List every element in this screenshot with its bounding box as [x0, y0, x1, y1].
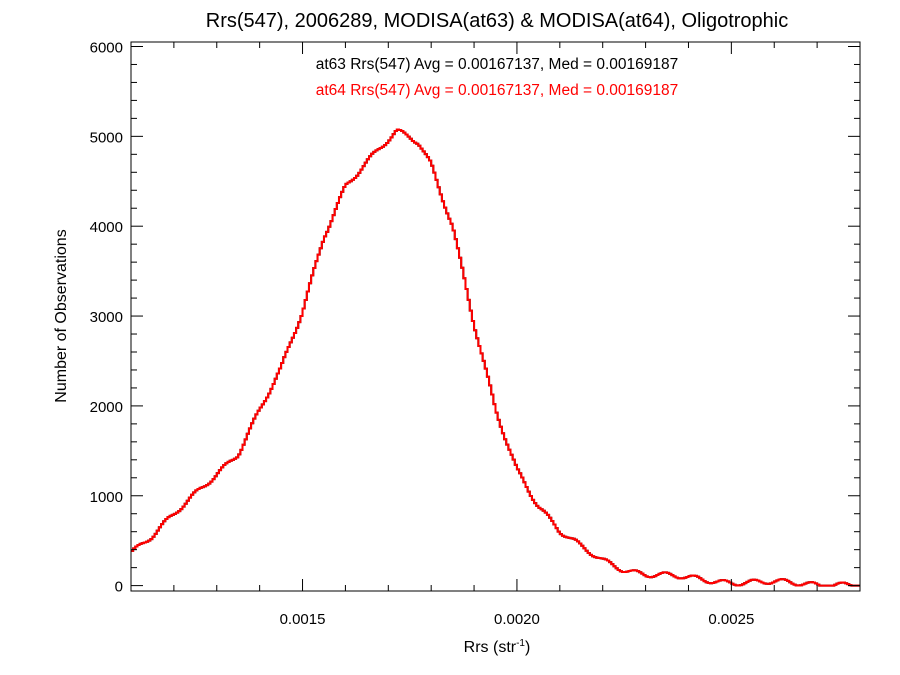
series-layer	[131, 128, 860, 587]
y-tick-label: 2000	[90, 399, 123, 416]
y-tick-label: 1000	[90, 489, 123, 506]
histogram-series-at63	[131, 128, 860, 587]
y-tick-label: 4000	[90, 219, 123, 236]
x-axis-label-end: )	[525, 639, 530, 656]
y-tick-label: 3000	[90, 309, 123, 326]
y-axis-label: Number of Observations	[53, 229, 70, 402]
x-tick-label: 0.0020	[494, 611, 540, 628]
x-axis-label-main: Rrs (str	[464, 639, 517, 656]
plot-frame	[130, 41, 861, 592]
histogram-series-at64	[131, 128, 860, 587]
y-tick-label: 0	[115, 579, 123, 596]
chart-title: Rrs(547), 2006289, MODISA(at63) & MODISA…	[206, 10, 788, 32]
ticks-layer: 0.0015 0.0020 0.0025 0 1000 2000 3000 4000 5000 6…	[90, 39, 861, 628]
x-axis-label: Rrs (str-1)	[464, 638, 531, 656]
annotation-at63-stats: at63 Rrs(547) Avg = 0.00167137, Med = 0.…	[316, 56, 679, 73]
y-tick-label: 5000	[90, 129, 123, 146]
x-tick-label: 0.0015	[280, 611, 326, 628]
y-tick-label: 6000	[90, 39, 123, 56]
x-axis-label-superscript: -1	[516, 638, 525, 649]
x-tick-label: 0.0025	[708, 611, 754, 628]
annotation-at64-stats: at64 Rrs(547) Avg = 0.00167137, Med = 0.…	[316, 82, 679, 99]
